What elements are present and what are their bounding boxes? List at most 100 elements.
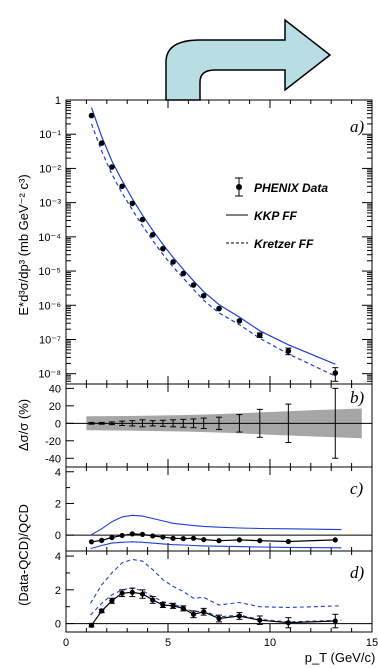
legend-kkp: KKP FF — [254, 209, 298, 223]
data-point — [98, 140, 105, 146]
ratio-point — [285, 620, 291, 626]
panel-label-c: c) — [350, 479, 364, 498]
data-point — [257, 332, 263, 338]
ratio-point — [190, 611, 197, 617]
panel-a-ytick-label: 10⁻² — [39, 163, 61, 175]
legend: PHENIX Data KKP FF Kretzer FF — [226, 177, 328, 251]
panel-a-ytick-label: 10⁻⁶ — [38, 300, 61, 312]
legend-phenix: PHENIX Data — [254, 181, 328, 195]
ratio-point — [160, 534, 166, 540]
ylabel-b: Δσ/σ (%) — [16, 399, 31, 451]
panel-d: 4 2 00 5 10 15 — [55, 550, 378, 649]
ylabel-a: E*d³σ/dp³ (mb GeV⁻² c³) — [16, 174, 31, 315]
xlabel: p_T (GeV/c) — [305, 650, 376, 665]
data-point — [139, 216, 146, 223]
panel-b-ytick-label: 0 — [55, 418, 61, 430]
panel-c: 4 2 0 — [55, 466, 373, 552]
ratio-point — [236, 613, 242, 619]
ratio-point — [88, 622, 95, 628]
panel-d-frame — [65, 550, 373, 633]
panel-d-ytick-label: 2 — [55, 585, 61, 597]
ratio-point — [201, 536, 207, 543]
qcd-band-upper — [90, 558, 342, 609]
kretzer-curve — [90, 123, 336, 377]
panel-c-ytick-label: 2 — [55, 498, 61, 510]
data-point — [180, 270, 187, 277]
ylabel-cd: (Data-QCD)/QCD — [16, 504, 31, 606]
panel-b-ytick-label: 40 — [49, 383, 61, 395]
ratio-point — [257, 617, 263, 623]
panel-a-ytick-label: 10⁻⁷ — [39, 334, 61, 346]
panel-c-ytick-label: 0 — [55, 530, 61, 542]
data-point — [109, 164, 115, 170]
ratio-point — [201, 609, 207, 615]
data-point — [129, 200, 136, 207]
ratio-point — [88, 539, 95, 545]
arrow-shape — [165, 18, 332, 101]
qcd-band-lower — [90, 587, 342, 623]
ratio-point — [129, 531, 135, 537]
ratio-point — [180, 536, 186, 542]
ratio-point — [236, 537, 242, 543]
data-point — [88, 112, 95, 119]
panel-a-ytick-label: 10⁻¹ — [39, 129, 61, 141]
panel-d-xtick-label: 5 — [165, 637, 171, 649]
panel-d-xtick-label: 10 — [264, 637, 276, 649]
ratio-point — [170, 603, 176, 609]
legend-marker — [236, 184, 242, 190]
ratio-point — [257, 538, 263, 544]
kkp-curve — [90, 107, 336, 365]
ratio-point — [332, 618, 338, 624]
panel-label-d: d) — [350, 563, 365, 582]
panel-c-ytick-label: 4 — [55, 467, 61, 479]
ratio-point — [139, 591, 146, 597]
panel-a-ytick-label: 10⁻⁸ — [38, 369, 61, 381]
ratio-point — [109, 534, 115, 541]
panel-b-ytick-label: 20 — [49, 401, 61, 413]
ratio-point — [139, 531, 146, 537]
data-point — [170, 259, 176, 265]
ratio-point — [216, 615, 222, 622]
panel-a-ytick-label: 10⁻³ — [39, 198, 61, 210]
ratio-point — [170, 535, 176, 541]
ratio-point — [190, 535, 197, 541]
ratio-point — [119, 532, 125, 539]
data-point — [149, 231, 156, 238]
panel-a-ytick-label: 10⁻⁵ — [38, 266, 61, 278]
ratio-point — [99, 537, 105, 543]
ratio-point — [180, 605, 186, 611]
ratio-point — [216, 538, 222, 544]
ratio-point — [150, 533, 156, 539]
qcd-band-upper — [90, 514, 342, 536]
data-point — [332, 370, 339, 376]
panel-d-xtick-label: 0 — [63, 637, 69, 649]
panel-d-xtick-label: 15 — [366, 637, 378, 649]
panel-a-frame — [65, 99, 373, 385]
panel-b: 40 20 0 -20 -40 — [45, 383, 373, 468]
panel-b-ytick-label: -20 — [45, 436, 61, 448]
panel-d-ytick-label: 4 — [55, 551, 61, 563]
ratio-line — [91, 591, 336, 626]
panel-a-ytick-label: 10⁻⁴ — [38, 232, 61, 244]
ratio-point — [285, 538, 291, 545]
panel-a-ytick-label: 1 — [55, 95, 61, 107]
data-point — [285, 348, 292, 354]
ratio-point — [150, 597, 156, 603]
ratio-point — [129, 589, 135, 595]
ratio-point — [99, 608, 105, 614]
qcd-band-lower — [90, 541, 342, 550]
data-point — [119, 183, 125, 190]
ratio-point — [109, 598, 115, 604]
ratio-point — [332, 537, 338, 543]
panel-d-ytick-label: 0 — [55, 619, 61, 631]
data-point — [190, 282, 197, 288]
data-point — [160, 245, 166, 252]
legend-kretzer: Kretzer FF — [254, 237, 314, 251]
panel-label-a: a) — [350, 117, 365, 136]
data-point — [236, 318, 243, 324]
data-point — [216, 305, 222, 312]
ratio-point — [119, 590, 125, 596]
panel-label-b: b) — [350, 388, 365, 407]
data-point — [200, 292, 207, 299]
